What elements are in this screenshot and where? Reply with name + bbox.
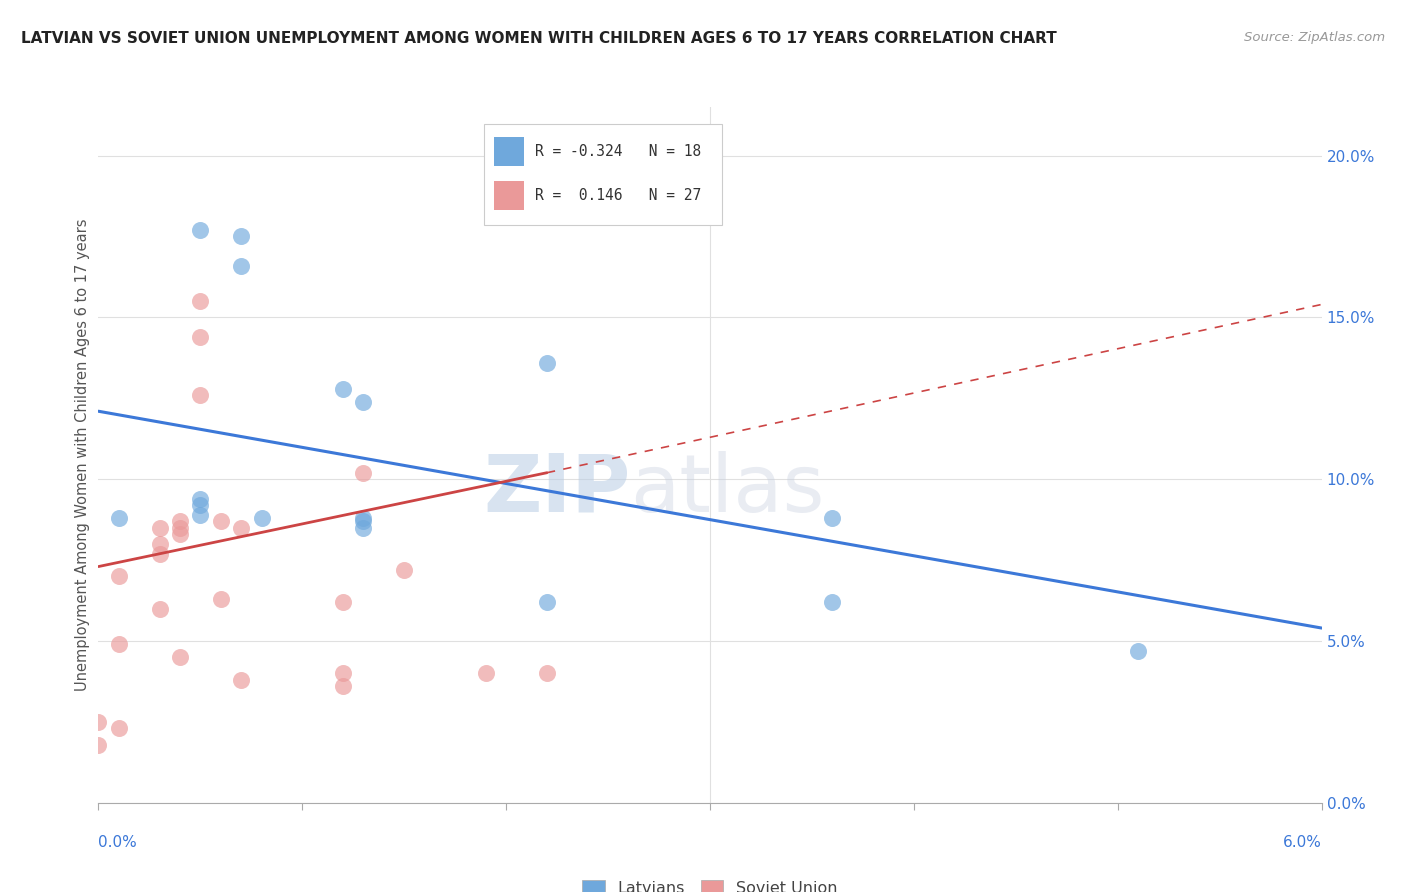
Point (149, 521, 172, 535)
Point (87, 738, 110, 752)
Point (188, 330, 212, 344)
Point (332, 382, 354, 396)
Text: R =  0.146   N = 27: R = 0.146 N = 27 (536, 188, 702, 202)
Point (169, 527, 191, 541)
Text: LATVIAN VS SOVIET UNION UNEMPLOYMENT AMONG WOMEN WITH CHILDREN AGES 6 TO 17 YEAR: LATVIAN VS SOVIET UNION UNEMPLOYMENT AMO… (21, 31, 1057, 46)
Point (536, 595, 558, 609)
Text: ZIP: ZIP (484, 450, 630, 529)
Point (188, 294, 212, 309)
Point (474, 666, 498, 681)
Text: R = -0.324   N = 18: R = -0.324 N = 18 (536, 145, 702, 159)
Point (149, 601, 172, 615)
Point (821, 595, 844, 609)
Point (209, 591, 232, 606)
Point (188, 388, 212, 402)
Point (169, 521, 191, 535)
Point (352, 521, 374, 535)
Text: atlas: atlas (630, 450, 825, 529)
Text: 0.0%: 0.0% (98, 836, 138, 850)
Point (188, 223, 212, 237)
Point (536, 356, 558, 370)
Point (188, 498, 212, 512)
Point (231, 521, 253, 535)
Point (231, 673, 253, 687)
Point (250, 511, 273, 525)
Point (332, 679, 354, 693)
Point (169, 650, 191, 665)
Point (332, 666, 354, 681)
Point (536, 666, 558, 681)
Point (87, 714, 110, 729)
Point (108, 722, 131, 736)
Point (231, 229, 253, 244)
Point (352, 511, 374, 525)
Point (209, 514, 232, 528)
Point (108, 569, 131, 583)
Point (1128, 643, 1150, 657)
Point (352, 394, 374, 409)
Text: 6.0%: 6.0% (1282, 836, 1322, 850)
Point (188, 491, 212, 506)
Y-axis label: Unemployment Among Women with Children Ages 6 to 17 years: Unemployment Among Women with Children A… (75, 219, 90, 691)
Legend: Latvians, Soviet Union: Latvians, Soviet Union (576, 874, 844, 892)
Point (231, 259, 253, 273)
Point (188, 508, 212, 522)
Point (108, 637, 131, 651)
FancyBboxPatch shape (494, 181, 524, 210)
Point (821, 511, 844, 525)
Point (352, 466, 374, 480)
Point (149, 537, 172, 551)
FancyBboxPatch shape (494, 137, 524, 166)
Point (149, 547, 172, 561)
Point (392, 563, 416, 577)
Text: Source: ZipAtlas.com: Source: ZipAtlas.com (1244, 31, 1385, 45)
Point (332, 595, 354, 609)
FancyBboxPatch shape (484, 124, 723, 226)
Point (352, 514, 374, 528)
Point (108, 511, 131, 525)
Point (169, 514, 191, 528)
